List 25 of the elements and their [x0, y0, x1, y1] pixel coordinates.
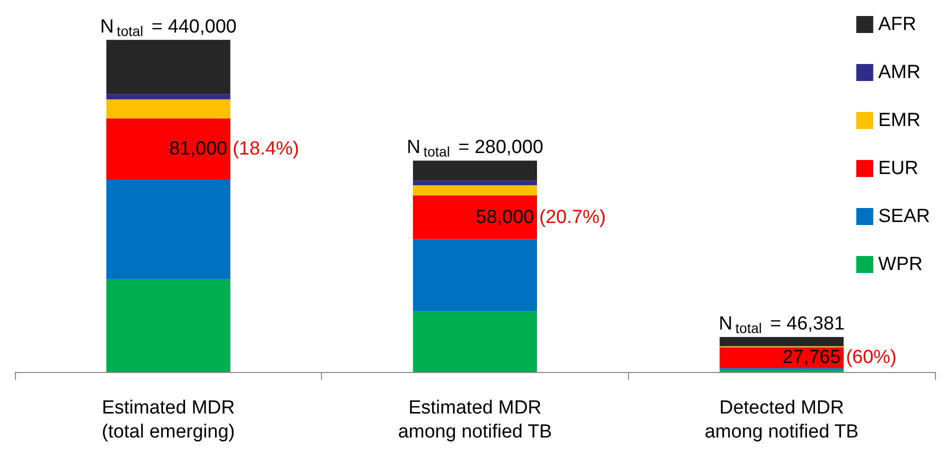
x-tick-label: Estimated MDR among notified TB [398, 398, 552, 442]
bar [413, 196, 537, 240]
legend-label: WPR [878, 254, 923, 275]
x-tick-label: Detected MDR among notified TB [704, 398, 859, 442]
legend-label: EUR [878, 158, 918, 179]
bar [106, 279, 230, 372]
bar [106, 40, 230, 94]
bar [413, 160, 537, 181]
legend-label: AFR [878, 14, 916, 35]
data-label: 27,765 (60%) [782, 347, 897, 368]
legend-label: AMR [878, 62, 920, 83]
bar [413, 239, 537, 312]
bar [106, 180, 230, 280]
bar [106, 94, 230, 100]
x-tick-label: Estimated MDR (total emerging) [102, 398, 235, 442]
legend-label: SEAR [878, 206, 930, 227]
bar [413, 185, 537, 196]
bar [413, 311, 537, 372]
bar [413, 180, 537, 186]
legend-label: EMR [878, 110, 920, 131]
bar [106, 99, 230, 118]
data-label: 58,000 (20.7%) [476, 206, 606, 228]
bar [106, 118, 230, 180]
bar [720, 336, 844, 346]
data-label: 81,000 (18.4%) [169, 138, 300, 160]
